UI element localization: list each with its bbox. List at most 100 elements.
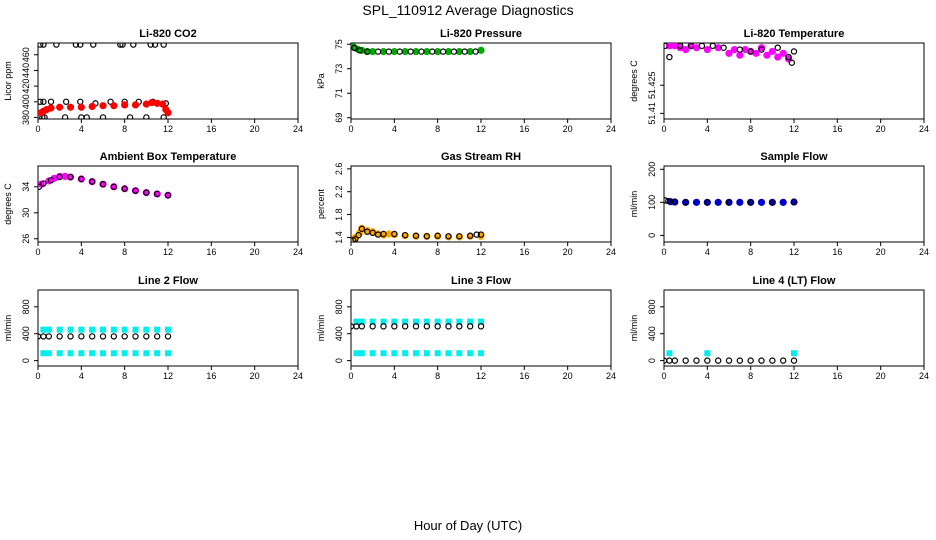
data-point — [78, 333, 85, 340]
data-point — [682, 199, 689, 206]
y-axis-label: ml/min — [629, 315, 639, 342]
data-point — [353, 350, 360, 357]
data-point — [423, 323, 431, 330]
data-point — [40, 350, 47, 357]
chart-panel: Sample Flow 0 4 8 12 16 20 24 0 100 200 ml/min — [629, 151, 929, 257]
data-point — [434, 350, 441, 357]
series — [665, 43, 793, 63]
data-point — [666, 53, 673, 61]
series — [38, 43, 167, 48]
data-point — [747, 357, 754, 364]
data-point — [763, 51, 771, 59]
data-point — [714, 198, 722, 206]
x-tick-label: 20 — [250, 124, 260, 134]
y-tick-label: 75 — [334, 39, 344, 49]
x-tick-label: 0 — [661, 371, 666, 381]
data-point — [380, 350, 387, 357]
data-point — [90, 43, 97, 48]
data-point — [439, 48, 447, 55]
data-point — [429, 48, 436, 55]
data-point — [132, 326, 139, 333]
series — [38, 173, 172, 199]
data-point — [768, 47, 776, 56]
x-tick-label: 12 — [789, 124, 799, 134]
data-point — [788, 59, 796, 66]
data-point — [78, 175, 85, 183]
data-point — [61, 114, 69, 119]
data-point — [153, 333, 161, 340]
data-point — [682, 357, 689, 364]
y-tick-label: 400 — [334, 326, 344, 341]
data-point — [736, 46, 744, 53]
plot-frame — [37, 165, 299, 243]
x-tick-label: 24 — [919, 247, 929, 257]
data-point — [666, 350, 673, 357]
data-points — [38, 43, 172, 119]
data-point — [47, 98, 55, 105]
x-tick-label: 16 — [519, 124, 529, 134]
data-point — [720, 44, 727, 51]
data-point — [158, 100, 167, 108]
data-point — [391, 350, 398, 357]
data-point — [38, 43, 44, 48]
x-tick-label: 0 — [348, 371, 353, 381]
y-tick-label: 0 — [21, 358, 31, 363]
data-point — [445, 350, 452, 357]
y-tick-label: 200 — [647, 162, 657, 177]
data-points — [664, 197, 798, 206]
x-tick-label: 24 — [606, 371, 616, 381]
x-tick-label: 20 — [563, 371, 573, 381]
x-tick-label: 0 — [35, 371, 40, 381]
x-tick-label: 0 — [35, 247, 40, 257]
data-point — [698, 43, 706, 50]
data-point — [45, 350, 52, 357]
x-tick-label: 8 — [435, 124, 440, 134]
data-point — [99, 114, 107, 119]
series — [351, 323, 485, 330]
series — [38, 333, 172, 340]
data-point — [154, 350, 161, 357]
x-tick-label: 12 — [163, 247, 173, 257]
x-tick-label: 24 — [919, 371, 929, 381]
data-point — [757, 44, 766, 52]
data-point — [66, 103, 75, 111]
x-tick-label: 20 — [876, 247, 886, 257]
y-axis-label: percent — [316, 188, 326, 219]
chart-title: Line 4 (LT) Flow — [753, 275, 836, 287]
y-tick-label: 0 — [647, 233, 657, 238]
data-point — [131, 101, 140, 109]
y-tick-label: 800 — [647, 299, 657, 314]
data-point — [380, 323, 387, 330]
data-point — [132, 333, 139, 340]
data-point — [418, 48, 425, 55]
data-point — [356, 47, 363, 54]
data-point — [725, 49, 733, 57]
data-point — [790, 357, 798, 364]
y-tick-label: 34 — [21, 182, 31, 192]
chart-panel: Li-820 Temperature 0 4 8 12 16 20 24 51.41 51.425… — [629, 28, 929, 134]
series — [666, 350, 797, 357]
data-point — [693, 357, 700, 364]
data-point — [40, 43, 47, 48]
data-point — [110, 183, 118, 190]
series — [664, 43, 798, 66]
data-point — [445, 323, 452, 330]
data-point — [352, 235, 359, 242]
data-point — [369, 350, 376, 357]
data-point — [62, 98, 70, 105]
chart-panel: Line 3 Flow 0 4 8 12 16 20 24 0 400 800 ml/min — [316, 275, 616, 381]
data-point — [45, 326, 52, 333]
data-point — [121, 101, 129, 109]
data-point — [72, 43, 80, 48]
data-point — [391, 323, 398, 330]
y-axis-label: degrees C — [629, 60, 639, 102]
x-tick-label: 4 — [392, 247, 397, 257]
data-point — [736, 51, 744, 59]
y-tick-label: 69 — [334, 113, 344, 123]
data-point — [665, 197, 672, 205]
y-tick-label: 460 — [21, 47, 31, 62]
data-point — [456, 350, 463, 357]
data-point — [704, 357, 711, 364]
data-point — [725, 199, 733, 206]
